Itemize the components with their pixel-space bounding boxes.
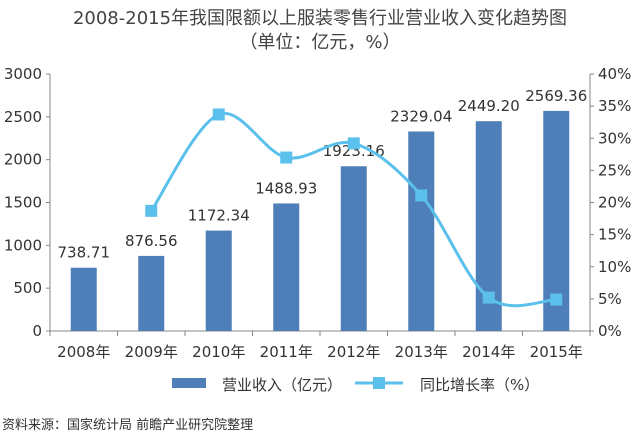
y-left-tick-label: 1500: [4, 194, 42, 212]
y-left-tick-label: 1000: [4, 236, 42, 254]
y-right-tick-label: 30%: [598, 129, 631, 147]
y-left-tick-label: 0: [32, 322, 42, 340]
bar-data-label: 738.71: [58, 244, 111, 262]
y-right-tick-label: 5%: [598, 290, 622, 308]
bar: [408, 131, 435, 331]
legend-line-label: 同比增长率（%）: [420, 376, 539, 394]
y-right-tick-label: 35%: [598, 97, 631, 115]
x-tick-label: 2010年: [192, 343, 245, 361]
chart-title: 2008-2015年我国限额以上服装零售行业营业收入变化趋势图: [72, 8, 568, 29]
x-tick-label: 2009年: [125, 343, 178, 361]
x-tick-label: 2013年: [395, 343, 448, 361]
growth-rate-marker: [482, 291, 495, 304]
y-right-tick-label: 25%: [598, 161, 631, 179]
bar: [273, 203, 300, 331]
y-left-tick-label: 3000: [4, 65, 42, 83]
growth-rate-marker: [145, 204, 158, 217]
x-tick-label: 2015年: [530, 343, 583, 361]
y-right-tick-label: 15%: [598, 226, 631, 244]
y-left-tick-label: 500: [13, 279, 42, 297]
y-right-tick-label: 20%: [598, 194, 631, 212]
bar-data-label: 2569.36: [525, 87, 587, 105]
y-right-tick-label: 10%: [598, 258, 631, 276]
bar-data-label: 1923.16: [323, 142, 385, 160]
y-right-tick-label: 0%: [598, 322, 622, 340]
growth-rate-marker: [550, 293, 563, 306]
legend-bar-swatch: [172, 378, 206, 388]
y-right-tick-label: 40%: [598, 65, 631, 83]
bar-data-label: 2329.04: [390, 107, 452, 125]
x-tick-label: 2008年: [57, 343, 110, 361]
bar: [138, 255, 165, 331]
bar-data-label: 876.56: [125, 232, 178, 250]
chart-subtitle: （单位：亿元，%）: [239, 32, 401, 53]
bar-data-label: 1172.34: [188, 207, 250, 225]
legend-bar-label: 营业收入（亿元）: [222, 376, 342, 394]
growth-rate-marker: [212, 108, 225, 121]
bar: [205, 230, 232, 331]
bar: [70, 267, 97, 331]
y-left-tick-label: 2500: [4, 108, 42, 126]
x-tick-label: 2012年: [327, 343, 380, 361]
bar-data-label: 1488.93: [255, 179, 317, 197]
legend-line-marker: [373, 377, 385, 389]
x-tick-label: 2014年: [462, 343, 515, 361]
growth-rate-marker: [280, 151, 293, 164]
y-left-tick-label: 2000: [4, 151, 42, 169]
growth-rate-marker: [415, 189, 428, 202]
bar-data-label: 2449.20: [458, 97, 520, 115]
x-tick-label: 2011年: [260, 343, 313, 361]
bar: [340, 166, 367, 331]
data-source-note: 资料来源：国家统计局 前瞻产业研究院整理: [2, 418, 254, 433]
growth-rate-marker: [347, 137, 360, 150]
